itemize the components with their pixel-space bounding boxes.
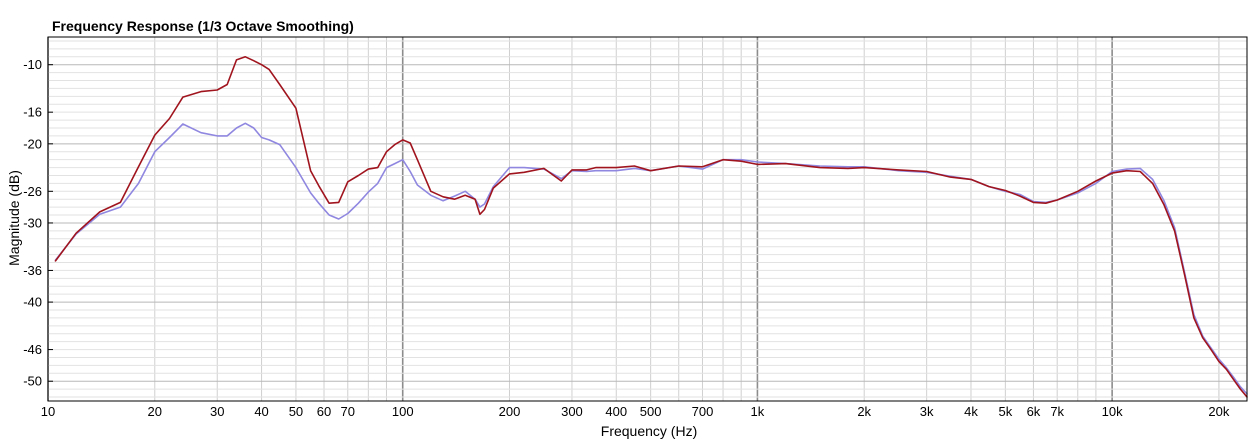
y-tick-label: -26 <box>23 184 42 199</box>
x-axis-label: Frequency (Hz) <box>601 423 697 439</box>
x-tick-label: 5k <box>998 404 1012 419</box>
x-tick-label: 100 <box>392 404 414 419</box>
x-tick-label: 4k <box>964 404 978 419</box>
grid-lines <box>47 37 1247 401</box>
chart-title: Frequency Response (1/3 Octave Smoothing… <box>52 18 354 34</box>
x-tick-label: 20 <box>148 404 162 419</box>
y-tick-label: -40 <box>23 295 42 310</box>
y-tick-label: -50 <box>23 374 42 389</box>
x-tick-label: 60 <box>317 404 331 419</box>
y-tick-label: -36 <box>23 263 42 278</box>
y-tick-label: -46 <box>23 342 42 357</box>
y-tick-label: -10 <box>23 57 42 72</box>
x-tick-label: 400 <box>605 404 627 419</box>
x-tick-label: 200 <box>499 404 521 419</box>
series-line-2 <box>54 122 1248 395</box>
x-tick-label: 300 <box>561 404 583 419</box>
x-tick-label: 20k <box>1208 404 1229 419</box>
x-tick-label: 10k <box>1102 404 1123 419</box>
y-tick-labels: -10 -16 -20 -26 -30 -36 -40 -46 -50 <box>23 57 53 389</box>
x-tick-label: 2k <box>857 404 871 419</box>
x-tick-label: 40 <box>254 404 268 419</box>
series-group <box>54 55 1248 398</box>
x-tick-label: 500 <box>640 404 662 419</box>
series-line-1 <box>54 55 1248 398</box>
y-tick-label: -16 <box>23 105 42 120</box>
x-tick-label: 700 <box>692 404 714 419</box>
y-axis-label: Magnitude (dB) <box>6 170 22 266</box>
plot-frame <box>47 36 1248 402</box>
x-tick-label: 1k <box>751 404 765 419</box>
y-tick-label: -30 <box>23 215 42 230</box>
x-tick-label: 50 <box>289 404 303 419</box>
x-tick-label: 6k <box>1027 404 1041 419</box>
x-tick-labels: 10 20 30 40 50 60 70 100 200 300 400 500 700 1k 2k 3k 4k… <box>41 404 1230 419</box>
x-tick-label: 7k <box>1050 404 1064 419</box>
x-tick-label: 10 <box>41 404 55 419</box>
x-tick-label: 70 <box>341 404 355 419</box>
y-tick-label: -20 <box>23 136 42 151</box>
x-tick-label: 30 <box>210 404 224 419</box>
x-tick-label: 3k <box>920 404 934 419</box>
